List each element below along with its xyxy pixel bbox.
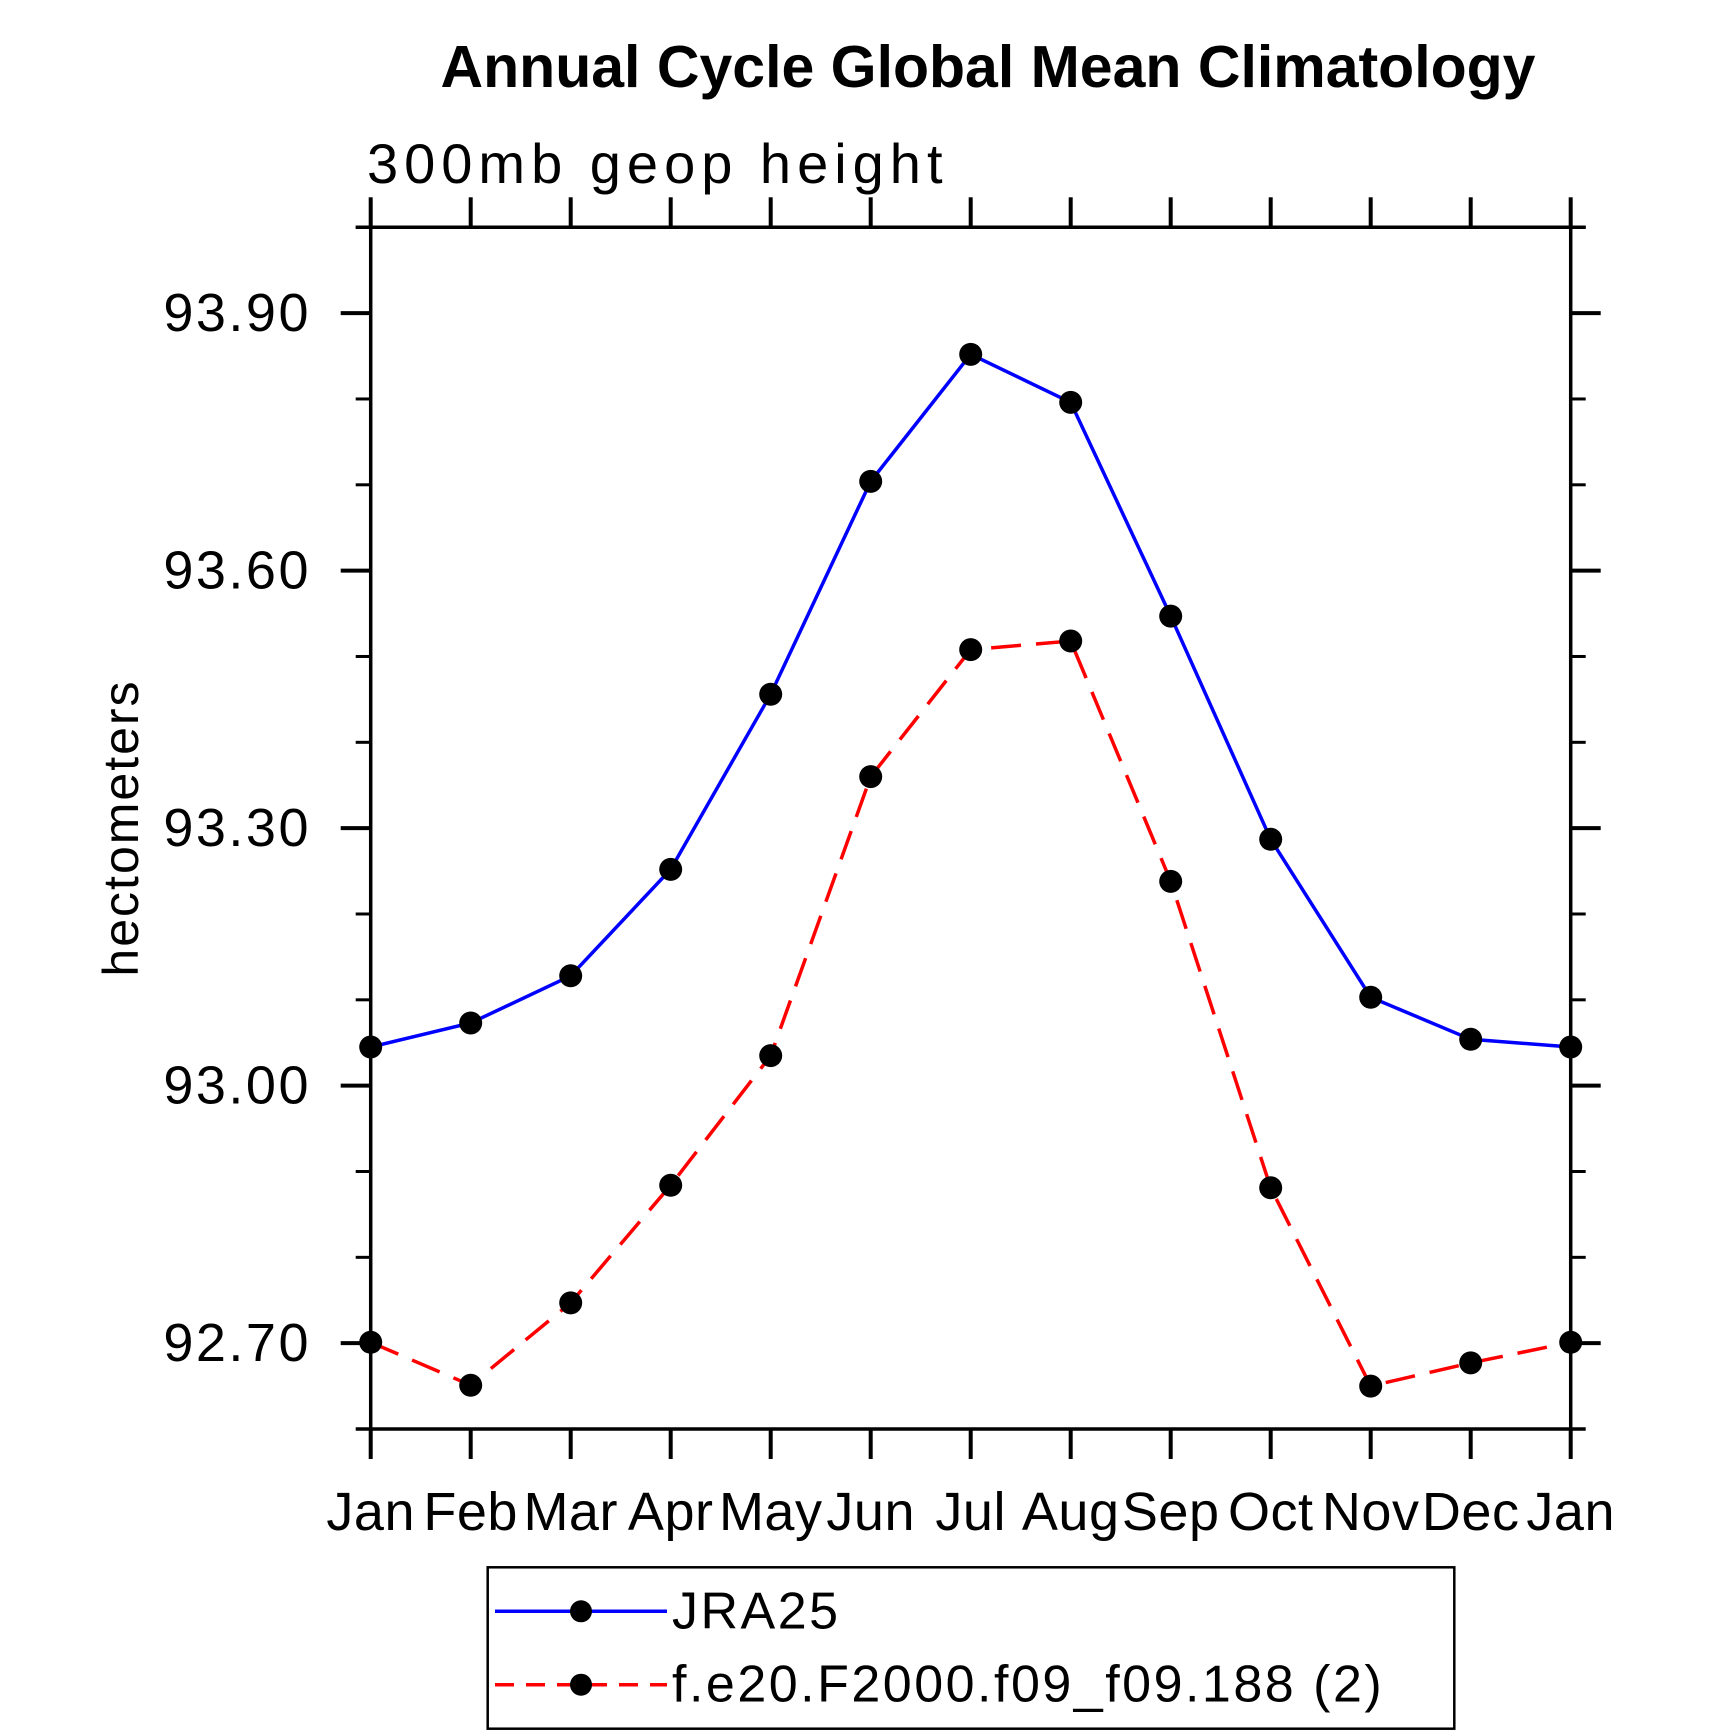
- x-tick-label: May: [719, 1482, 823, 1542]
- series-1-marker: [1059, 629, 1083, 653]
- legend-label-0: JRA25: [672, 1582, 841, 1640]
- x-tick-label: Nov: [1322, 1482, 1420, 1542]
- series-1-marker: [1559, 1330, 1583, 1354]
- series-0-marker: [859, 469, 883, 493]
- series-0-marker: [659, 857, 683, 881]
- series-1-marker: [1359, 1374, 1383, 1398]
- x-tick-label: Jun: [826, 1482, 915, 1542]
- y-tick-label: 93.60: [163, 541, 311, 601]
- chart-subtitle: 300mb geop height: [367, 132, 949, 195]
- x-tick-label: Aug: [1022, 1482, 1120, 1542]
- x-tick-label: Feb: [423, 1482, 518, 1542]
- y-tick-label: 93.30: [163, 798, 311, 858]
- series-1-marker: [1259, 1176, 1283, 1200]
- x-tick-label: Jul: [935, 1482, 1006, 1542]
- legend-box: [486, 1566, 1456, 1730]
- series-line-1: [370, 639, 1572, 1389]
- series-1-marker: [1159, 869, 1183, 893]
- chart-title: Annual Cycle Global Mean Climatology: [440, 34, 1536, 100]
- series-line-0: [370, 352, 1571, 1049]
- legend-label-1: f.e20.F2000.f09_f09.188 (2): [672, 1656, 1384, 1714]
- series-1-marker: [1459, 1351, 1483, 1375]
- x-tick-label: Dec: [1422, 1482, 1520, 1542]
- series-1-marker: [559, 1291, 583, 1315]
- series-0-marker: [1459, 1027, 1483, 1051]
- series-1-marker: [759, 1044, 783, 1068]
- series-0-marker: [1359, 985, 1383, 1009]
- series-1-marker: [459, 1373, 483, 1397]
- y-tick-label: 93.00: [163, 1056, 311, 1116]
- series-1-marker: [359, 1330, 383, 1354]
- x-tick-label: Mar: [523, 1482, 618, 1542]
- x-tick-label: Oct: [1228, 1482, 1314, 1542]
- series-0-marker: [1559, 1035, 1583, 1059]
- series-0-marker: [359, 1035, 383, 1059]
- series-1-marker: [959, 638, 983, 662]
- legend-swatch-marker-1: [570, 1673, 592, 1696]
- legend-swatch-marker-0: [570, 1600, 592, 1623]
- series-0-marker: [1259, 827, 1283, 851]
- series-0-marker: [559, 964, 583, 988]
- series-1-marker: [659, 1173, 683, 1197]
- series-0-marker: [959, 342, 983, 366]
- x-tick-label: Sep: [1122, 1482, 1220, 1542]
- x-tick-label: Jan: [1526, 1482, 1615, 1542]
- x-tick-label: Apr: [628, 1482, 714, 1542]
- series-0-marker: [759, 682, 783, 706]
- y-tick-label: 92.70: [163, 1313, 311, 1373]
- y-tick-label: 93.90: [163, 283, 311, 343]
- series-1-marker: [859, 765, 883, 789]
- series-0-marker: [1159, 604, 1183, 628]
- series-0-marker: [459, 1011, 483, 1035]
- x-tick-label: Jan: [326, 1482, 415, 1542]
- series-0-marker: [1059, 390, 1083, 414]
